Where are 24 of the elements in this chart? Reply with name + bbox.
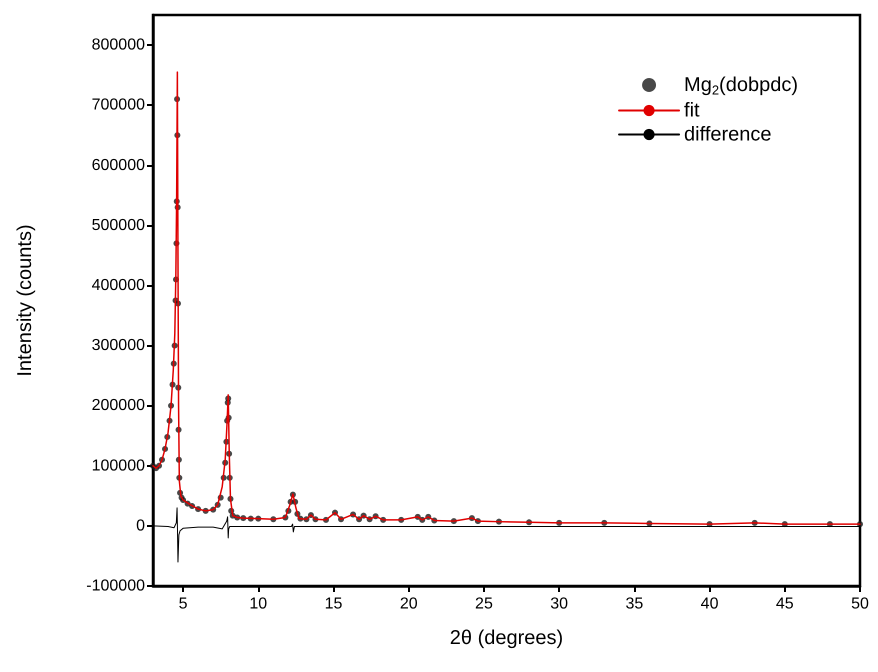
x-tick-label: 5 <box>178 596 188 612</box>
y-tick-label: 300000 <box>92 337 146 354</box>
y-tick-label: 800000 <box>92 36 146 54</box>
y-axis-title: Intensity (counts) <box>14 224 36 377</box>
legend-label: difference <box>684 124 772 146</box>
legend-label: fit <box>684 100 700 122</box>
y-tick-label: 200000 <box>92 397 146 414</box>
x-tick-label: 15 <box>324 596 343 612</box>
x-tick-label: 40 <box>700 596 719 612</box>
x-tick-label: 20 <box>400 596 418 612</box>
y-tick-label: -100000 <box>86 578 146 594</box>
y-tick-label: 0 <box>136 517 146 534</box>
x-tick-label: 50 <box>851 596 869 612</box>
x-tick-label: 35 <box>625 596 644 612</box>
x-tick-label: 30 <box>550 596 568 612</box>
y-tick-label: 700000 <box>92 96 146 114</box>
y-tick-label: 600000 <box>92 156 146 174</box>
x-tick-label: 45 <box>776 596 794 612</box>
y-tick-label: 500000 <box>92 216 146 234</box>
x-tick-label: 10 <box>249 596 268 612</box>
y-tick-label: 400000 <box>92 276 146 294</box>
y-tick-label: 100000 <box>92 457 146 474</box>
x-tick-label: 25 <box>475 596 493 612</box>
x-axis-title: 2θ (degrees) <box>450 627 564 649</box>
